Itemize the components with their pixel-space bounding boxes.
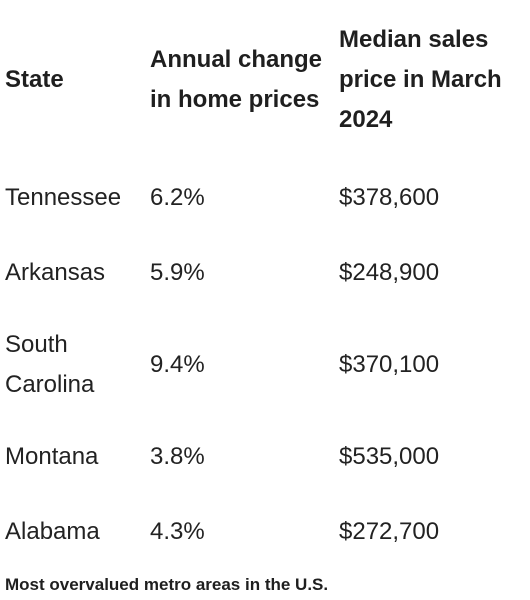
header-state: State — [5, 66, 64, 93]
annual-change-cell: 5.9% — [150, 258, 205, 286]
state-cell: South Carolina — [5, 330, 95, 398]
header-median-price: Median sales price in March 2024 — [339, 26, 502, 133]
annual-change-cell: 9.4% — [150, 350, 205, 378]
state-cell: Arkansas — [5, 258, 106, 286]
table-row: Arkansas 5.9% $248,900 — [5, 235, 530, 310]
state-cell: Tennessee — [5, 183, 122, 211]
table-header-row: State Annual change in home prices Media… — [5, 0, 530, 160]
state-cell: Alabama — [5, 517, 100, 545]
annual-change-cell: 3.8% — [150, 442, 205, 470]
table-row: Tennessee 6.2% $378,600 — [5, 160, 530, 235]
table-row: Montana 3.8% $535,000 — [5, 419, 530, 494]
annual-change-cell: 6.2% — [150, 183, 205, 211]
table-row: South Carolina 9.4% $370,100 — [5, 310, 530, 419]
median-price-cell: $378,600 — [339, 183, 440, 211]
state-cell: Montana — [5, 442, 99, 470]
header-annual-change: Annual change in home prices — [150, 46, 323, 113]
median-price-cell: $272,700 — [339, 517, 440, 545]
table-row: Alabama 4.3% $272,700 — [5, 494, 530, 569]
home-prices-table: State Annual change in home prices Media… — [5, 0, 530, 569]
median-price-cell: $370,100 — [339, 350, 440, 378]
annual-change-cell: 4.3% — [150, 517, 205, 545]
section-heading: Most overvalued metro areas in the U.S. — [5, 575, 329, 594]
median-price-cell: $248,900 — [339, 258, 440, 286]
median-price-cell: $535,000 — [339, 442, 440, 470]
